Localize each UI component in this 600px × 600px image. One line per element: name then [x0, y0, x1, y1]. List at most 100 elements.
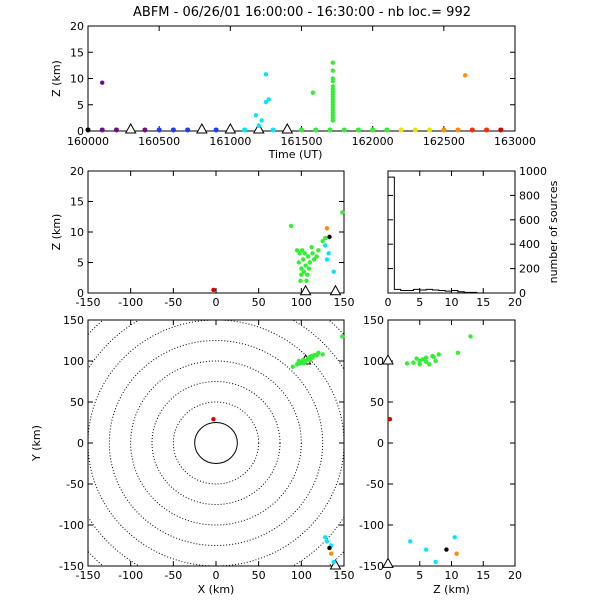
- zy-point: [427, 362, 432, 367]
- xz-point: [326, 251, 331, 256]
- xy-rings: [88, 320, 344, 566]
- zy-point: [404, 361, 410, 366]
- zy-point: [423, 547, 429, 552]
- time-baseline-marker: [299, 127, 304, 133]
- xy-station-marker: [329, 558, 342, 570]
- time-baseline-marker: [170, 127, 176, 133]
- time-xtick-label: 163000: [494, 135, 536, 148]
- xz-xtick-label: -100: [118, 296, 143, 309]
- zy-point: [431, 354, 436, 360]
- figure-title: ABFM - 06/26/01 16:00:00 - 16:30:00 - nb…: [133, 5, 471, 20]
- zy-point: [455, 350, 461, 355]
- zy-panel: [382, 319, 516, 568]
- xz-point: [299, 272, 304, 277]
- xz-xtick-label: 150: [334, 296, 355, 309]
- time-baseline-marker: [469, 127, 475, 133]
- histogram-xtick-label: 15: [476, 296, 490, 309]
- xz-station-marker: [299, 284, 312, 296]
- zy-station-marker: [382, 353, 394, 365]
- time-point: [263, 72, 269, 77]
- xy-point: [316, 350, 321, 355]
- zy-station-marker: [382, 557, 394, 568]
- histogram-ytick-label: 400: [519, 238, 540, 251]
- xz-xtick-label: -150: [76, 296, 101, 309]
- zy-xtick-label: 10: [445, 569, 459, 582]
- zy-point: [417, 362, 422, 367]
- histogram-ytick-label: 0: [519, 287, 526, 300]
- time-station-marker: [252, 122, 265, 134]
- time-point: [330, 60, 336, 65]
- xz-point: [298, 278, 303, 283]
- time-point: [100, 80, 105, 85]
- xz-xtick-label: -50: [164, 296, 182, 309]
- zy-xlabel: Z (km): [433, 583, 470, 596]
- xz-point: [331, 269, 336, 274]
- xz-point: [303, 263, 308, 268]
- zy-ytick-label: 0: [377, 437, 384, 450]
- zy-point: [444, 547, 449, 552]
- xz-point: [305, 272, 310, 277]
- histogram-xtick-label: 20: [508, 296, 522, 309]
- zy-ytick-label: -100: [359, 519, 384, 532]
- xy-point: [331, 559, 336, 565]
- time-baseline-marker: [327, 127, 333, 133]
- zy-point: [433, 358, 438, 364]
- time-baseline-marker: [313, 127, 319, 133]
- xz-point: [316, 248, 321, 253]
- zy-point: [423, 359, 429, 365]
- xy-ytick-label: 50: [70, 396, 84, 409]
- time-point: [253, 113, 259, 118]
- zy-ytick-label: 50: [370, 396, 384, 409]
- zy-point: [452, 535, 457, 540]
- histogram-ytick-label: 800: [519, 189, 540, 202]
- time-xlabel: Time (UT): [268, 148, 323, 161]
- xz-point: [306, 266, 312, 271]
- xz-point: [304, 278, 309, 283]
- xy-xtick-label: 100: [291, 569, 312, 582]
- time-baseline-marker: [242, 127, 248, 133]
- xy-range-ring: [172, 401, 260, 485]
- time-baseline-marker: [270, 127, 276, 133]
- xy-xtick-label: -150: [76, 569, 101, 582]
- time-baseline-marker: [355, 127, 361, 133]
- xz-point: [340, 210, 345, 215]
- xy-xlabel: X (km): [198, 583, 235, 596]
- histogram-xtick-label: 0: [385, 296, 392, 309]
- xz-point: [323, 243, 328, 248]
- time-baseline-marker: [498, 127, 504, 133]
- time-xtick-label: 160000: [67, 135, 109, 148]
- histogram-frame: [387, 170, 516, 294]
- time-station-marker: [196, 122, 208, 134]
- xz-ylabel: Z (km): [50, 214, 63, 251]
- xy-point: [327, 545, 332, 551]
- time-baseline-marker: [341, 127, 347, 133]
- zy-xtick-label: 20: [508, 569, 522, 582]
- time-point: [266, 97, 271, 102]
- xz-point: [299, 266, 304, 271]
- xy-point: [329, 551, 334, 556]
- time-xtick-label: 160500: [138, 135, 180, 148]
- time-xtick-label: 162000: [352, 135, 394, 148]
- xz-point: [294, 248, 300, 253]
- histogram-ytick-label: 600: [519, 214, 540, 227]
- histogram-bars: [387, 176, 478, 293]
- xy-range-ring: [130, 360, 302, 526]
- xz-ytick-label: 0: [77, 287, 84, 300]
- xy-range-ring: [108, 340, 324, 546]
- time-baseline-marker: [370, 127, 376, 133]
- time-baseline-marker: [441, 127, 447, 133]
- time-point: [259, 118, 264, 123]
- xz-point: [296, 260, 301, 265]
- time-point: [330, 118, 336, 123]
- zy-ytick-label: 100: [363, 355, 384, 368]
- time-ytick-label: 20: [70, 20, 84, 33]
- xy-xtick-label: 0: [213, 569, 220, 582]
- time-baseline-marker: [384, 127, 390, 133]
- zy-point: [387, 417, 393, 422]
- histogram-xtick-label: 5: [416, 296, 423, 309]
- time-baseline-marker: [412, 127, 418, 133]
- xy-ytick-label: 150: [63, 314, 84, 327]
- xy-range-ring: [88, 320, 344, 566]
- xz-point: [211, 287, 216, 293]
